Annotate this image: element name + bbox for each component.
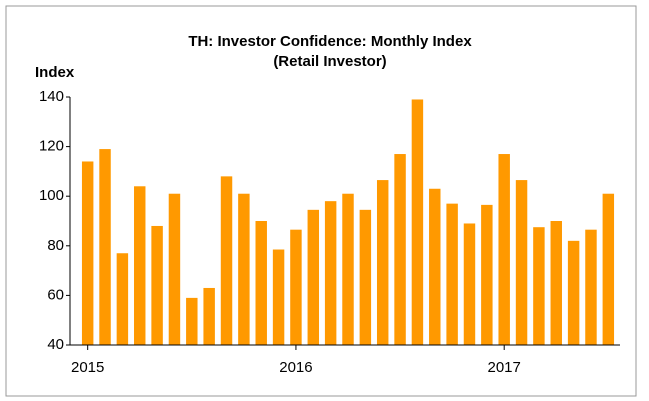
bar (307, 209, 320, 345)
y-tick-label: 80 (47, 237, 64, 254)
x-tick-label: 2015 (71, 359, 104, 376)
chart-title: TH: Investor Confidence: Monthly Index (188, 33, 472, 50)
bar (463, 223, 476, 345)
bar (585, 229, 597, 345)
bar (81, 161, 94, 345)
y-tick-label: 140 (39, 88, 64, 105)
bar (186, 297, 198, 345)
bar (203, 287, 215, 345)
bar (394, 154, 406, 345)
bar (602, 193, 615, 345)
y-tick-label: 100 (39, 187, 64, 204)
bar (220, 176, 233, 345)
bar (134, 186, 146, 345)
bar (481, 204, 493, 345)
x-tick-label: 2017 (488, 359, 521, 376)
y-tick-label: 60 (47, 286, 64, 303)
bar (429, 188, 441, 345)
bar (255, 221, 267, 345)
bar (272, 249, 285, 345)
chart-subtitle: (Retail Investor) (273, 53, 386, 70)
y-axis-label: Index (35, 64, 75, 81)
bar (151, 225, 163, 345)
bar (99, 149, 111, 345)
bar (567, 240, 580, 345)
bar (168, 193, 181, 345)
y-tick-label: 120 (39, 138, 64, 155)
bar (342, 193, 354, 345)
bar (533, 227, 545, 345)
bar (376, 180, 389, 345)
bar (324, 201, 337, 345)
bar (411, 99, 424, 345)
bar (116, 253, 129, 345)
chart-frame (5, 5, 637, 397)
bar (515, 180, 528, 345)
bar (359, 209, 372, 345)
bar (446, 203, 458, 345)
x-tick-label: 2016 (279, 359, 312, 376)
bar (498, 154, 510, 345)
y-tick-label: 40 (47, 336, 64, 353)
bar (238, 193, 250, 345)
bar (290, 229, 302, 345)
bar (550, 221, 562, 345)
